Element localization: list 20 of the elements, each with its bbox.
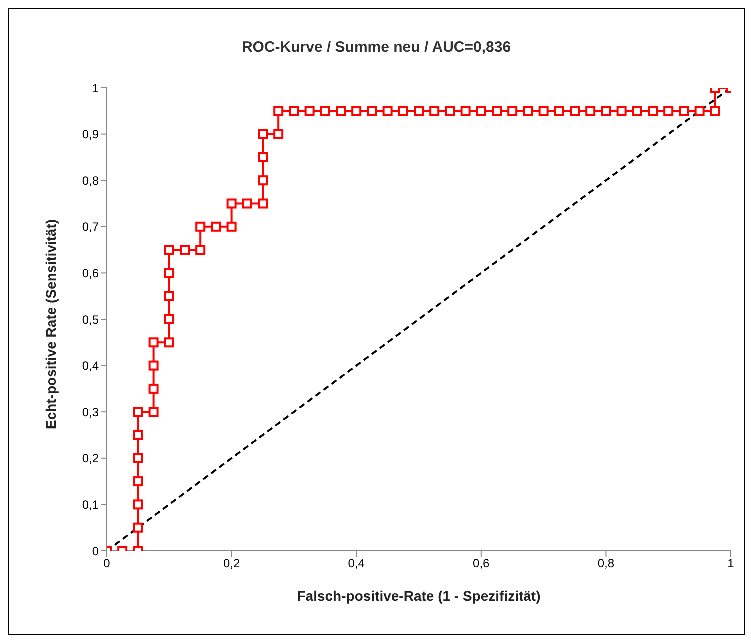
x-tick-label: 0,2 bbox=[223, 556, 240, 571]
y-tick-label: 0,5 bbox=[82, 312, 100, 327]
x-tick-label: 0,6 bbox=[473, 556, 490, 571]
y-tick-label: 0,2 bbox=[82, 452, 100, 466]
y-axis-title: Echt-positive Rate (Sensitivität) bbox=[42, 219, 59, 430]
x-tick-label: 1 bbox=[728, 556, 735, 571]
x-tick-label: 0,8 bbox=[598, 556, 615, 571]
y-tick-label: 0,7 bbox=[82, 220, 100, 234]
x-axis-title: Falsch-positive-Rate (1 - Spezifizität) bbox=[297, 588, 541, 604]
y-tick-label: 0,4 bbox=[82, 359, 100, 374]
y-tick-label: 1 bbox=[92, 81, 100, 96]
y-tick-label: 0,9 bbox=[82, 128, 100, 142]
chart-title: ROC-Kurve / Summe neu / AUC=0,836 bbox=[240, 39, 512, 56]
x-tick-label: 0 bbox=[104, 556, 111, 571]
y-tick-label: 0 bbox=[92, 544, 100, 558]
y-tick-label: 0,1 bbox=[82, 498, 100, 512]
y-tick-label: 0,6 bbox=[82, 266, 100, 280]
y-tick-label: 0,8 bbox=[82, 174, 100, 188]
y-tick-label: 0,3 bbox=[82, 405, 100, 420]
x-tick-label: 0,4 bbox=[348, 556, 366, 571]
